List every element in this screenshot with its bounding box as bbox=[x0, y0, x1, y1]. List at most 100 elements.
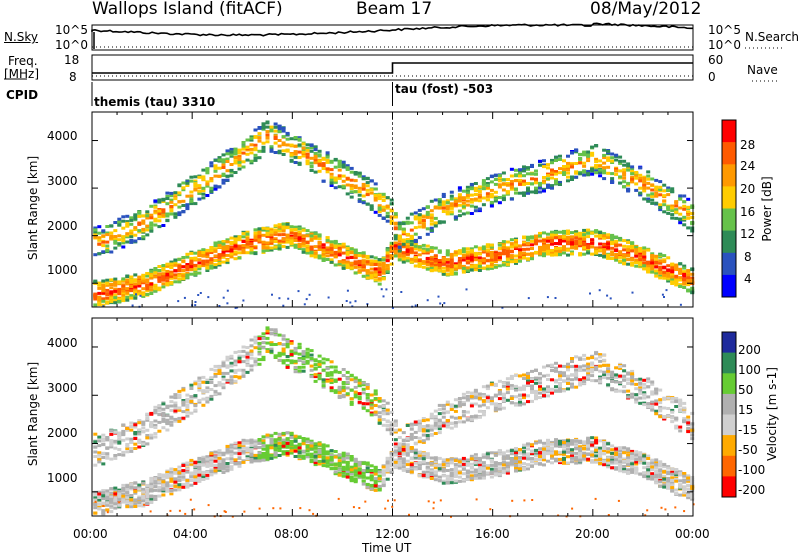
power-cell bbox=[250, 148, 254, 151]
power-cell bbox=[218, 159, 222, 162]
power-cell bbox=[177, 211, 181, 214]
power-cell bbox=[137, 223, 141, 226]
power-cell bbox=[169, 213, 173, 216]
power-cell bbox=[690, 216, 694, 219]
power-cell bbox=[582, 153, 586, 156]
power-noise-cell bbox=[443, 302, 445, 304]
vel-cell bbox=[294, 352, 298, 355]
power-cell bbox=[334, 186, 338, 189]
power-cell bbox=[526, 242, 530, 245]
power-cell bbox=[145, 272, 149, 275]
power-cell bbox=[494, 183, 498, 186]
power-cell bbox=[578, 243, 582, 246]
power-cell bbox=[346, 184, 350, 187]
power-cell bbox=[494, 266, 498, 269]
power-cell bbox=[310, 239, 314, 242]
power-cell bbox=[125, 287, 129, 290]
power-cell bbox=[450, 198, 454, 201]
power-cell bbox=[193, 252, 197, 255]
power-cell bbox=[226, 179, 230, 182]
power-cell bbox=[286, 144, 290, 147]
vel-cell bbox=[165, 429, 169, 432]
power-cell bbox=[594, 250, 598, 253]
vel-cell bbox=[246, 371, 250, 374]
power-cell bbox=[470, 212, 474, 215]
power-cell bbox=[518, 248, 522, 251]
vel-cell bbox=[169, 424, 173, 427]
power-cell bbox=[586, 172, 590, 175]
vel-cell bbox=[230, 450, 234, 453]
power-cell bbox=[214, 242, 218, 245]
power-cell bbox=[117, 281, 121, 284]
power-cell bbox=[390, 263, 394, 266]
power-cell bbox=[274, 240, 278, 243]
power-cell bbox=[654, 255, 658, 258]
power-cell bbox=[230, 255, 234, 258]
power-cell bbox=[574, 242, 578, 245]
power-cell bbox=[414, 240, 418, 243]
power-cell bbox=[570, 151, 574, 154]
vel-cell bbox=[137, 504, 141, 507]
vel-cell bbox=[234, 380, 238, 383]
power-cell bbox=[169, 282, 173, 285]
power-cell bbox=[93, 303, 97, 306]
power-cell bbox=[582, 174, 586, 177]
power-cell bbox=[662, 210, 666, 213]
power-cell bbox=[562, 248, 566, 251]
vel-cell bbox=[298, 359, 302, 362]
power-cell bbox=[550, 254, 554, 257]
power-cell bbox=[530, 172, 534, 175]
power-cell bbox=[506, 258, 510, 261]
power-cell bbox=[366, 203, 370, 206]
power-cell bbox=[626, 241, 630, 244]
vel-cell bbox=[222, 452, 226, 455]
power-cell bbox=[101, 234, 105, 237]
power-cell bbox=[630, 257, 634, 260]
power-cell bbox=[538, 191, 542, 194]
power-cell bbox=[582, 165, 586, 168]
power-cell bbox=[566, 179, 570, 182]
vel-cell bbox=[129, 483, 133, 486]
power-cell bbox=[230, 237, 234, 240]
power-cell bbox=[214, 259, 218, 262]
vel-cell bbox=[298, 435, 302, 438]
power-cell bbox=[121, 290, 125, 293]
power-cell bbox=[586, 252, 590, 255]
power-cell bbox=[382, 277, 386, 280]
power-cell bbox=[442, 207, 446, 210]
vel-cell bbox=[306, 353, 310, 356]
vel-cell bbox=[238, 461, 242, 464]
power-cell bbox=[149, 205, 153, 208]
power-cell bbox=[105, 225, 109, 228]
power-cell bbox=[209, 249, 213, 252]
power-cell bbox=[362, 268, 366, 271]
power-cell bbox=[322, 180, 326, 183]
vel-cell bbox=[238, 441, 242, 444]
vel-cell bbox=[129, 502, 133, 505]
power-cell bbox=[450, 210, 454, 213]
power-cell bbox=[422, 250, 426, 253]
power-cell bbox=[318, 170, 322, 173]
power-cell bbox=[646, 270, 650, 273]
power-cell bbox=[254, 232, 258, 235]
power-cell bbox=[546, 184, 550, 187]
vel-cell bbox=[278, 359, 282, 362]
power-cell bbox=[526, 182, 530, 185]
power-cell bbox=[398, 235, 402, 238]
power-cell bbox=[650, 192, 654, 195]
vel-cell bbox=[270, 332, 274, 335]
power-cell bbox=[113, 242, 117, 245]
power-cell bbox=[522, 248, 526, 251]
power-cell bbox=[185, 265, 189, 268]
power-cell bbox=[370, 268, 374, 271]
power-cell bbox=[654, 202, 658, 205]
vel-cell bbox=[274, 444, 278, 447]
power-cell bbox=[566, 230, 570, 233]
power-cell bbox=[382, 269, 386, 272]
vel-cell bbox=[322, 446, 326, 449]
power-cell bbox=[258, 150, 262, 153]
power-cell bbox=[97, 232, 101, 235]
power-cell bbox=[582, 229, 586, 232]
power-cell bbox=[414, 245, 418, 248]
vel-cell bbox=[125, 505, 129, 508]
